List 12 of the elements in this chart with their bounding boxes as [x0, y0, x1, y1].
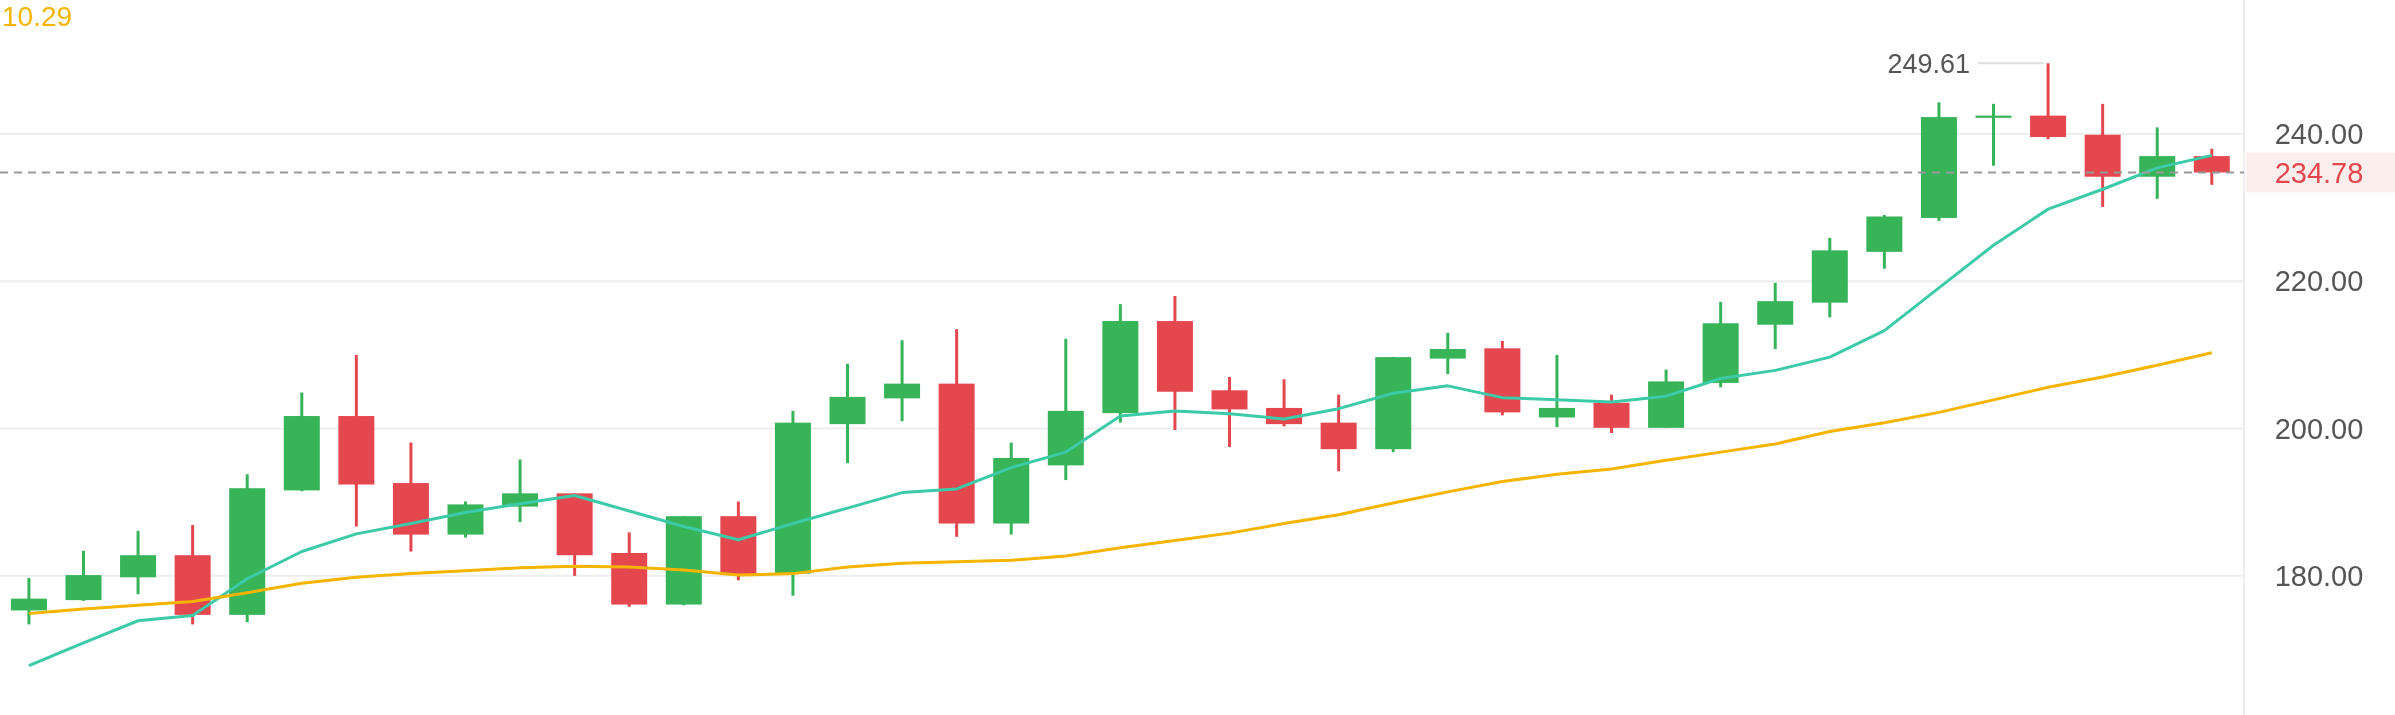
- candlestick: [1429, 331, 1466, 376]
- candlestick: [10, 578, 47, 625]
- y-tick-label: 240.00: [2274, 118, 2364, 151]
- line-series: [27, 351, 2214, 615]
- y-tick-label: 180.00: [2274, 559, 2364, 592]
- y-tick-label: 200.00: [2274, 412, 2364, 445]
- candlestick: [1538, 353, 1575, 429]
- annotation: 10.29: [2, 1, 73, 32]
- annotation: 249.61: [1887, 48, 1971, 79]
- candlestick: [1975, 102, 2012, 166]
- ref-line-label: 234.78: [2274, 156, 2364, 189]
- y-tick-label: 220.00: [2274, 265, 2364, 298]
